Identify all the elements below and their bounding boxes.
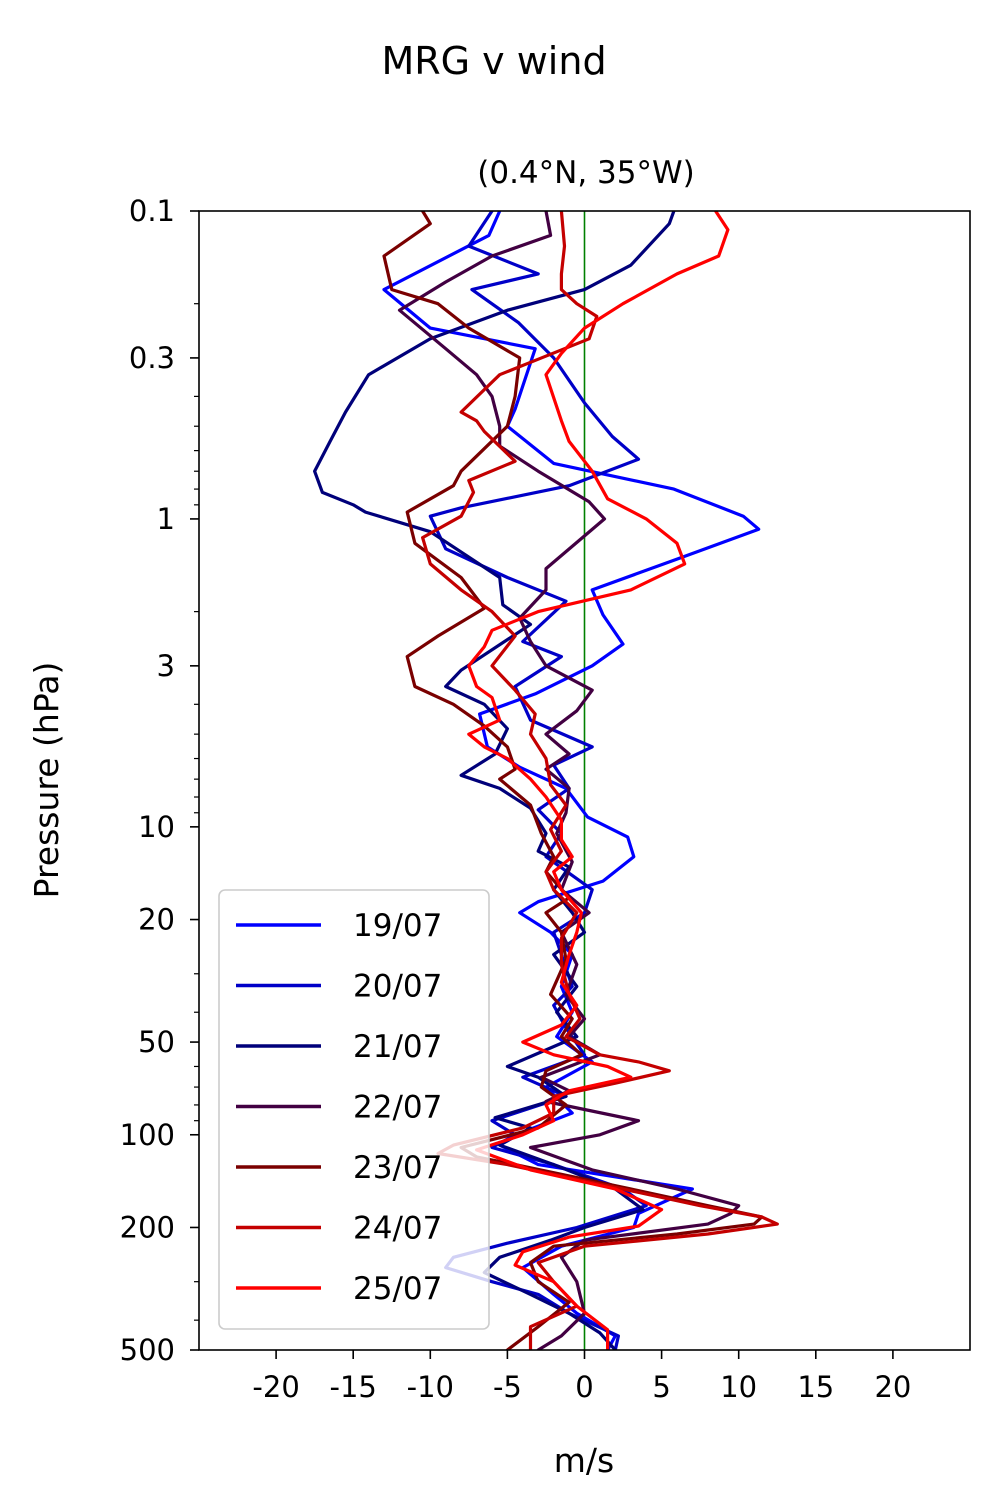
- y-axis-label: Pressure (hPa): [27, 662, 66, 899]
- legend-label: 25/07: [353, 1271, 442, 1307]
- x-tick-label: 10: [720, 1370, 757, 1404]
- chart-subtitle: (0.4°N, 35°W): [477, 155, 694, 191]
- x-tick-label: 5: [652, 1370, 670, 1404]
- series-line-4: [397, 211, 741, 1350]
- y-tick-label: 20: [138, 903, 175, 937]
- x-tick-label: -5: [493, 1370, 522, 1404]
- y-tick-label: 200: [120, 1210, 175, 1244]
- y-tick-label: 0.1: [129, 194, 175, 228]
- x-tick-label: -10: [407, 1370, 454, 1404]
- series-line-3: [313, 211, 676, 1350]
- y-tick-label: 3: [157, 649, 175, 683]
- y-tick-label: 10: [138, 810, 175, 844]
- legend-label: 22/07: [353, 1090, 442, 1126]
- y-tick-label: 100: [120, 1118, 175, 1152]
- x-axis: -20 -15 -10 -5 0 5 10 15 20: [252, 1350, 911, 1404]
- y-minor-ticks: [194, 303, 199, 1321]
- chart-title: MRG v wind: [381, 39, 606, 83]
- x-tick-label: -15: [330, 1370, 377, 1404]
- x-axis-label: m/s: [554, 1441, 614, 1480]
- legend-label: 19/07: [353, 908, 442, 944]
- plot-frame: [198, 210, 971, 1351]
- series-line-7: [467, 211, 730, 1350]
- legend-box: [218, 889, 490, 1330]
- x-tick-label: 15: [797, 1370, 834, 1404]
- y-axis: 0.1 0.3 1 3 10 20 50 100 200 500: [120, 194, 199, 1367]
- y-tick-label: 50: [138, 1025, 175, 1059]
- series-line-6: [421, 211, 779, 1350]
- x-tick-label: 0: [575, 1370, 593, 1404]
- legend-label: 21/07: [353, 1029, 442, 1065]
- legend-label: 20/07: [353, 969, 442, 1005]
- legend-label: 23/07: [353, 1150, 442, 1186]
- x-tick-label: 20: [874, 1370, 911, 1404]
- legend-label: 24/07: [353, 1211, 442, 1247]
- series-lines: [313, 211, 779, 1350]
- legend: 19/07 20/07 21/07 22/07 23/07 24/07 25/07: [218, 889, 490, 1330]
- y-tick-label: 0.3: [129, 341, 175, 375]
- y-tick-label: 500: [120, 1333, 175, 1367]
- y-tick-label: 1: [157, 502, 175, 536]
- x-tick-label: -20: [252, 1370, 299, 1404]
